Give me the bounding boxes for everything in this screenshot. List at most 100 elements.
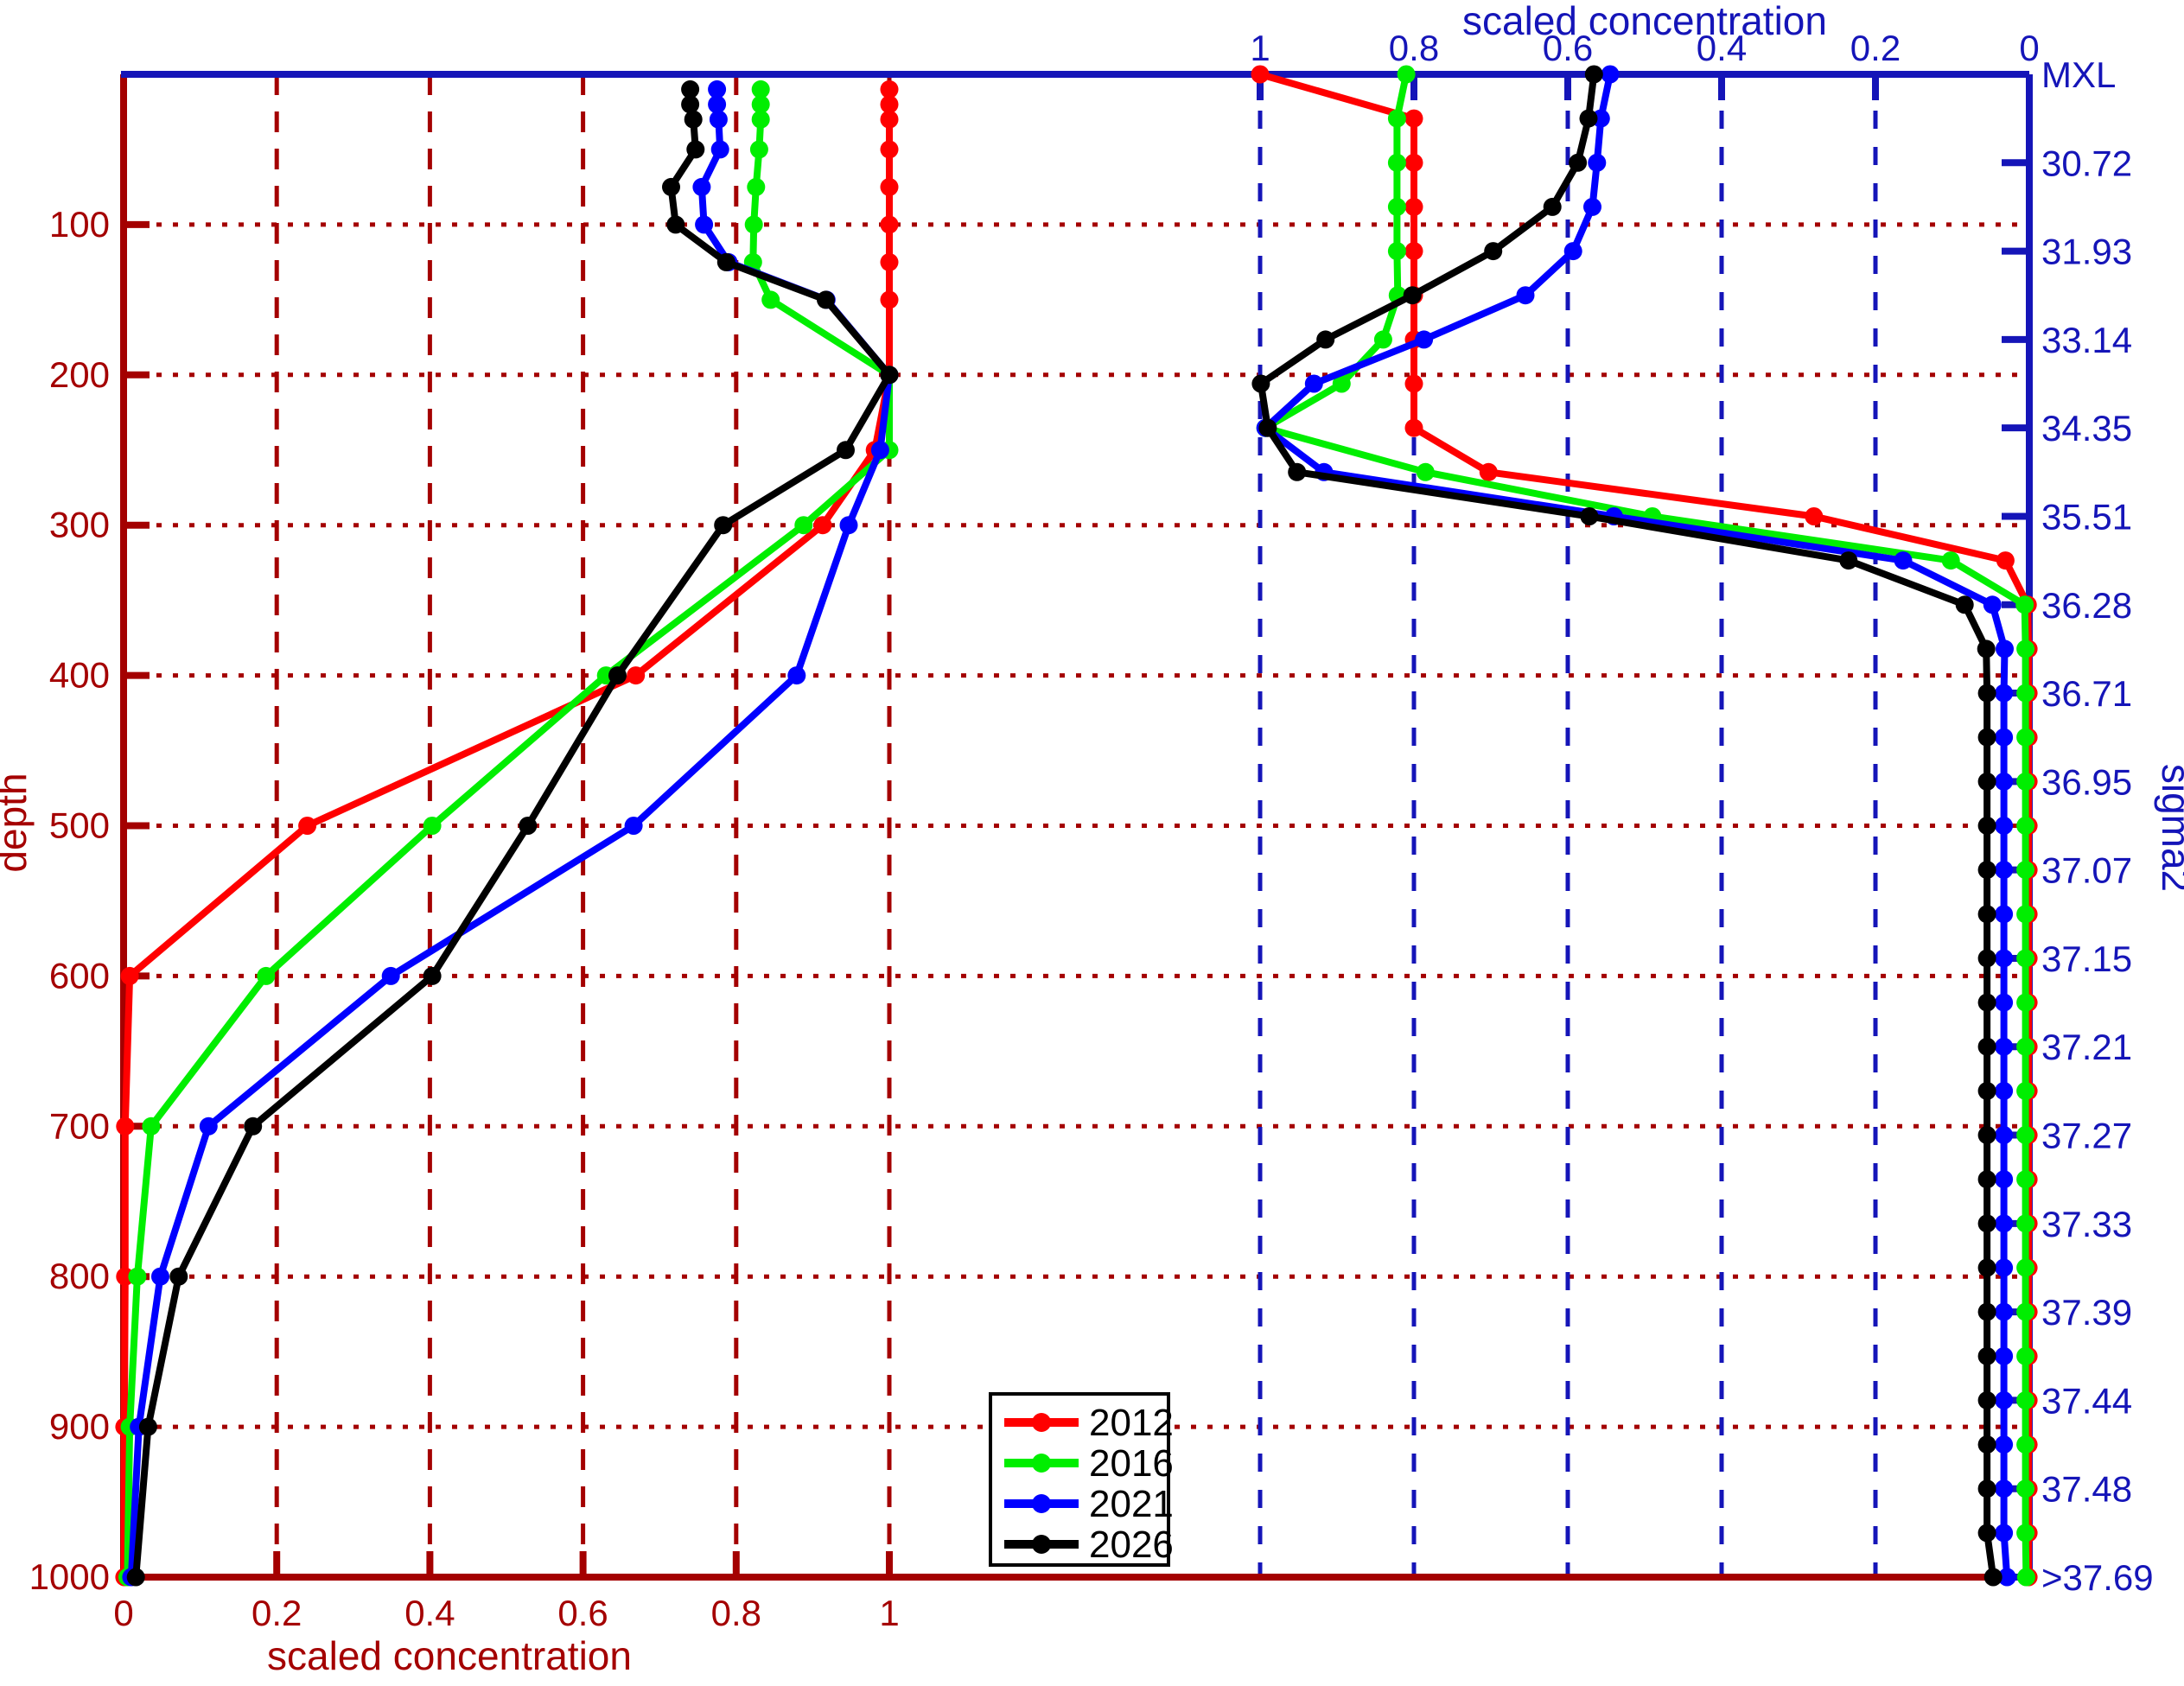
sigma-profile-2016-marker <box>2016 817 2035 835</box>
left-axis-title: depth <box>0 773 35 872</box>
right-axis-title: sigma2 <box>2154 764 2184 892</box>
depth-profile-2026-marker <box>138 1417 157 1436</box>
right-tick-label: 31.93 <box>2041 232 2132 272</box>
top-axis-title: scaled concentration <box>1462 0 1827 43</box>
sigma-profile-2012-marker <box>1404 418 1423 437</box>
depth-profile-2016-marker <box>142 1117 161 1136</box>
depth-profile-2026-marker <box>817 290 835 309</box>
sigma-profile-2012-marker <box>1996 551 2015 570</box>
depth-profile-2012-marker <box>880 80 899 99</box>
sigma-profile-2021-marker <box>1995 1390 2014 1409</box>
depth-profile-2016-marker <box>747 177 766 196</box>
depth-profile-2016-marker <box>794 516 813 535</box>
sigma-profile-2012-marker <box>1479 462 1498 481</box>
depth-profile-2026-marker <box>666 215 685 234</box>
sigma-profile-2021-marker <box>1995 1435 2014 1454</box>
sigma-profile-2026-marker <box>1403 286 1422 305</box>
depth-profile-2021-marker <box>695 215 714 234</box>
sigma-profile-2026-marker <box>1288 462 1307 481</box>
sigma-profile-2012-marker <box>1404 153 1423 172</box>
sigma-profile-2021-marker <box>1995 1081 2014 1100</box>
left-tick-label: 300 <box>49 505 110 545</box>
depth-profile-2016-marker <box>257 966 276 985</box>
sigma-profile-2021-marker <box>1304 374 1323 393</box>
depth-profile-2026-marker <box>608 666 627 685</box>
left-tick-label: 700 <box>49 1105 110 1146</box>
sigma-profile-2026-marker <box>1977 861 1996 880</box>
depth-profile-2012-marker <box>813 516 832 535</box>
sigma-profile-2021-marker <box>1415 330 1434 349</box>
sigma-profile-2021-marker <box>1563 242 1582 261</box>
sigma-profile-2021-marker <box>1601 65 1620 84</box>
sigma-profile-2021-marker <box>1583 197 1601 216</box>
sigma-profile-2026-marker <box>1569 153 1588 172</box>
depth-profile-2021-marker <box>870 441 889 460</box>
top-tick-label: 0.4 <box>1697 28 1747 68</box>
bottom-tick-label: 1 <box>879 1593 899 1633</box>
sigma-profile-2021 <box>1256 65 2016 1587</box>
sigma-profile-2026-marker <box>1977 905 1996 924</box>
legend-sample-marker <box>1032 1454 1051 1473</box>
depth-profile-2012-marker <box>298 817 317 835</box>
sigma-profile-2026-marker <box>1977 1037 1996 1056</box>
sigma-profile-2026-marker <box>1983 1568 2003 1587</box>
left-tick-label: 900 <box>49 1406 110 1447</box>
sigma-profile-2021-marker <box>1894 551 1913 570</box>
left-tick-label: 800 <box>49 1256 110 1296</box>
depth-profile-2026 <box>126 80 899 1587</box>
depth-profile-2026-marker <box>684 110 703 129</box>
bottom-tick-label: 0.8 <box>711 1593 761 1633</box>
sigma-profile-2016-marker <box>2016 1081 2035 1100</box>
sigma-profile-2021-marker <box>1995 861 2014 880</box>
sigma-profile-2016-marker <box>1387 242 1406 261</box>
sigma-profile-2016-marker <box>2016 1214 2035 1233</box>
sigma-profile-2026 <box>1251 65 2003 1587</box>
sigma-profile-2012-marker <box>1251 65 1270 84</box>
depth-profile-2016-marker <box>423 817 442 835</box>
sigma-profile-2026-marker <box>1316 330 1335 349</box>
sigma-profile-2021-marker <box>1516 286 1535 305</box>
depth-profile-2026-marker <box>519 817 538 835</box>
legend-entry-2021: 2021 <box>1004 1483 1174 1525</box>
left-tick-label: 200 <box>49 354 110 395</box>
sigma-profile-2021-marker <box>1995 1258 2014 1277</box>
sigma-profile-2016-marker <box>1397 65 1416 84</box>
left-tick-label: 600 <box>49 955 110 996</box>
depth-profile-2012-marker <box>880 110 899 129</box>
bottom-tick-label: 0.6 <box>557 1593 608 1633</box>
sigma-profile-2016-marker <box>2016 1568 2035 1587</box>
depth-profile-2021-marker <box>381 966 400 985</box>
sigma-profile-2012-marker <box>1404 374 1423 393</box>
depth-profile-2012-marker <box>120 966 139 985</box>
top-tick-label: 0.8 <box>1389 28 1439 68</box>
right-tick-label: 34.35 <box>2041 408 2132 449</box>
sigma-profile-2026-marker <box>1977 1435 1996 1454</box>
depth-profile-2026-marker <box>681 80 700 99</box>
depth-profile-2026-marker <box>126 1568 145 1587</box>
depth-profile-2026-marker <box>837 441 855 460</box>
right-tick-label: 36.71 <box>2041 673 2132 714</box>
sigma-profile-2026-marker <box>1484 242 1503 261</box>
depth-profile-2026-marker <box>423 966 442 985</box>
right-tick-label: 36.28 <box>2041 585 2132 626</box>
sigma-profile-2021-marker <box>1983 595 2002 614</box>
sigma-profile-2026-marker <box>1258 418 1277 437</box>
depth-profile-2016 <box>118 80 899 1587</box>
sigma-profile-2021-marker <box>1997 1568 2016 1587</box>
depth-profile-2021-marker <box>710 140 729 159</box>
sigma-profile-2021-marker <box>1995 772 2014 791</box>
depth-profile-2012-marker <box>880 95 899 114</box>
legend-entry-2012: 2012 <box>1004 1402 1174 1444</box>
sigma-profile-2016-marker <box>2016 1170 2035 1189</box>
sigma-profile-2021-marker <box>1995 817 2014 835</box>
depth-profile-2021-marker <box>199 1117 218 1136</box>
depth-profile-2016-marker <box>744 215 763 234</box>
sigma-profile-2021-marker <box>1995 1170 2014 1189</box>
sigma-profile-2021-marker <box>1996 639 2014 658</box>
sigma-profile-2016-marker <box>2016 861 2035 880</box>
bottom-axis-title: scaled concentration <box>267 1633 632 1678</box>
sigma-profile-2021-marker <box>1995 1126 2014 1144</box>
sigma-profile-2021-marker <box>1995 949 2014 968</box>
